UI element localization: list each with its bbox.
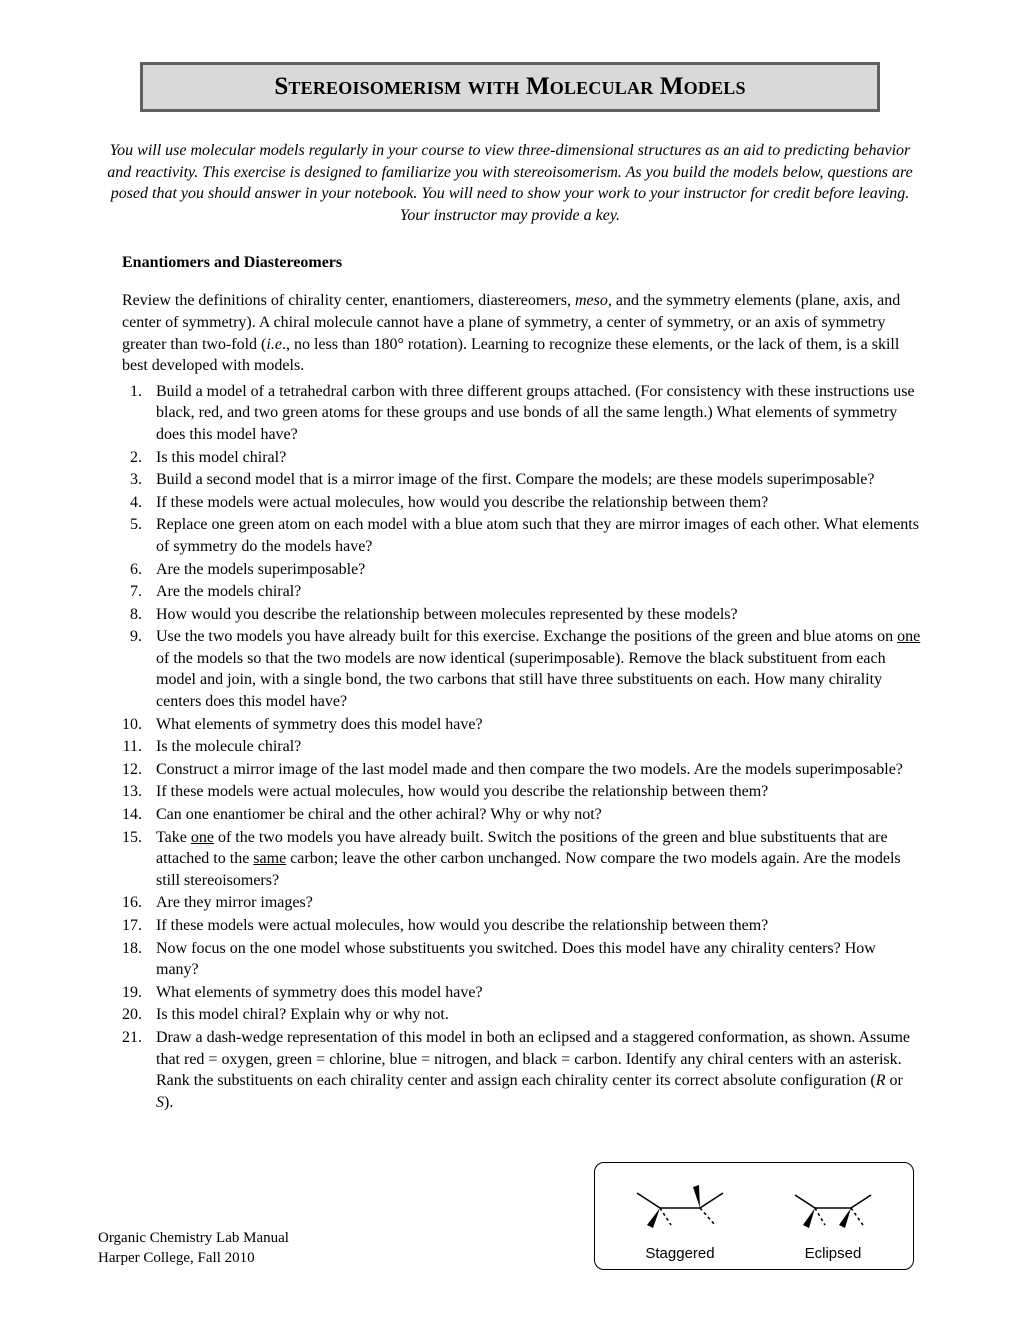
q21-a: Draw a dash-wedge representation of this… [156,1029,910,1089]
section-heading: Enantiomers and Diastereomers [122,254,922,272]
question-17: 17.If these models were actual molecules… [122,915,922,937]
question-20: 20.Is this model chiral? Explain why or … [122,1004,922,1026]
page-title: Stereoisomerism with Molecular Models [274,73,745,100]
qtext: If these models were actual molecules, h… [156,915,922,937]
qnum: 5. [122,514,156,536]
ie-italic: i.e [266,336,282,353]
question-13: 13.If these models were actual molecules… [122,781,922,803]
page-title-bar: Stereoisomerism with Molecular Models [140,62,880,112]
eclipsed-column: Eclipsed [773,1173,893,1262]
qtext: Replace one green atom on each model wit… [156,514,922,557]
question-15: 15.Take one of the two models you have a… [122,827,922,892]
question-5: 5.Replace one green atom on each model w… [122,514,922,557]
review-text-1: Review the definitions of chirality cent… [122,292,575,309]
q15-a: Take [156,829,191,846]
question-1: 1.Build a model of a tetrahedral carbon … [122,381,922,446]
footer-line-2: Harper College, Fall 2010 [98,1248,289,1268]
question-21: 21.Draw a dash-wedge representation of t… [122,1027,922,1113]
qnum: 21. [122,1027,156,1049]
qnum: 14. [122,804,156,826]
qnum: 4. [122,492,156,514]
question-8: 8.How would you describe the relationshi… [122,604,922,626]
qnum: 3. [122,469,156,491]
q15-u2: same [253,850,286,867]
qtext: If these models were actual molecules, h… [156,492,922,514]
qtext: Are the models chiral? [156,581,922,603]
review-paragraph: Review the definitions of chirality cent… [122,290,922,376]
qtext: Use the two models you have already buil… [156,626,922,712]
qtext: How would you describe the relationship … [156,604,922,626]
qtext: Is the molecule chiral? [156,736,922,758]
eclipsed-label: Eclipsed [805,1245,862,1262]
question-7: 7.Are the models chiral? [122,581,922,603]
q21-s: S [156,1094,164,1111]
qnum: 2. [122,447,156,469]
qtext: Is this model chiral? [156,447,922,469]
qtext: Are the models superimposable? [156,559,922,581]
qnum: 7. [122,581,156,603]
qnum: 16. [122,892,156,914]
qnum: 18. [122,938,156,960]
qnum: 17. [122,915,156,937]
qtext: Take one of the two models you have alre… [156,827,922,892]
qnum: 9. [122,626,156,648]
qtext: Build a second model that is a mirror im… [156,469,922,491]
qnum: 10. [122,714,156,736]
question-10: 10.What elements of symmetry does this m… [122,714,922,736]
staggered-column: Staggered [615,1173,745,1262]
question-16: 16.Are they mirror images? [122,892,922,914]
q9-post: of the models so that the two models are… [156,650,886,710]
qtext: Can one enantiomer be chiral and the oth… [156,804,922,826]
question-3: 3.Build a second model that is a mirror … [122,469,922,491]
q9-underline: one [897,628,920,645]
question-6: 6.Are the models superimposable? [122,559,922,581]
qnum: 13. [122,781,156,803]
intro-paragraph: You will use molecular models regularly … [98,140,922,226]
question-2: 2.Is this model chiral? [122,447,922,469]
q21-or: or [886,1072,903,1089]
qnum: 6. [122,559,156,581]
q21-r: R [876,1072,886,1089]
meso-italic: meso [575,292,608,309]
question-18: 18.Now focus on the one model whose subs… [122,938,922,981]
question-12: 12.Construct a mirror image of the last … [122,759,922,781]
question-9: 9.Use the two models you have already bu… [122,626,922,712]
question-4: 4.If these models were actual molecules,… [122,492,922,514]
qtext: What elements of symmetry does this mode… [156,714,922,736]
qnum: 12. [122,759,156,781]
q21-b: ). [164,1094,173,1111]
qtext: If these models were actual molecules, h… [156,781,922,803]
qtext: What elements of symmetry does this mode… [156,982,922,1004]
footer-line-1: Organic Chemistry Lab Manual [98,1228,289,1248]
footer: Organic Chemistry Lab Manual Harper Coll… [98,1228,289,1269]
conformation-diagram: Staggered Eclipsed [594,1162,914,1270]
q15-u1: one [191,829,214,846]
qnum: 8. [122,604,156,626]
question-14: 14.Can one enantiomer be chiral and the … [122,804,922,826]
q9-pre: Use the two models you have already buil… [156,628,897,645]
qtext: Now focus on the one model whose substit… [156,938,922,981]
qnum: 11. [122,736,156,758]
staggered-icon [615,1173,745,1243]
qnum: 15. [122,827,156,849]
qtext: Are they mirror images? [156,892,922,914]
qtext: Construct a mirror image of the last mod… [156,759,922,781]
question-list: 1.Build a model of a tetrahedral carbon … [122,381,922,1114]
qtext: Draw a dash-wedge representation of this… [156,1027,922,1113]
question-11: 11.Is the molecule chiral? [122,736,922,758]
qnum: 20. [122,1004,156,1026]
qnum: 1. [122,381,156,403]
qnum: 19. [122,982,156,1004]
eclipsed-icon [773,1173,893,1243]
question-19: 19.What elements of symmetry does this m… [122,982,922,1004]
qtext: Build a model of a tetrahedral carbon wi… [156,381,922,446]
staggered-label: Staggered [645,1245,714,1262]
qtext: Is this model chiral? Explain why or why… [156,1004,922,1026]
